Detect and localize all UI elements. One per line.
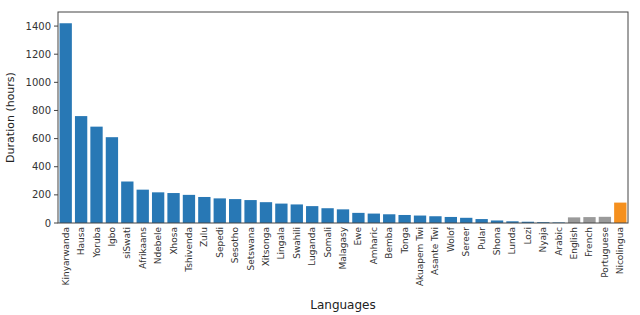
- x-tick-label: Somali: [323, 227, 333, 258]
- bars: [60, 23, 627, 223]
- x-tick-label: Amharic: [369, 227, 379, 264]
- x-tick-label: Swahili: [292, 227, 302, 259]
- y-tick-label: 200: [32, 189, 51, 200]
- x-tick-label: Xitsonga: [261, 227, 271, 266]
- bar: [152, 192, 164, 223]
- y-tick-label: 1400: [26, 21, 51, 32]
- y-tick-label: 400: [32, 161, 51, 172]
- bar: [368, 214, 380, 223]
- bar: [229, 199, 241, 223]
- y-tick-label: 600: [32, 133, 51, 144]
- x-tick-label: Afrikaans: [138, 227, 148, 269]
- x-tick-label: Yoruba: [92, 227, 102, 258]
- x-tick-label: Lunda: [507, 227, 517, 255]
- x-tick-label: Luganda: [307, 227, 317, 266]
- bar: [383, 214, 395, 223]
- y-axis-label: Duration (hours): [4, 72, 17, 163]
- x-tick-label: Pular: [477, 227, 487, 250]
- bar: [414, 216, 426, 223]
- bar: [167, 193, 179, 223]
- y-tick-label: 800: [32, 105, 51, 116]
- x-tick-label: Arabic: [554, 227, 564, 256]
- bar: [398, 215, 410, 223]
- bar: [198, 197, 210, 223]
- bar: [445, 217, 457, 223]
- bar: [568, 217, 580, 223]
- bar: [614, 203, 626, 223]
- y-tick: [54, 223, 58, 224]
- bar: [583, 217, 595, 223]
- x-tick-label: Ndebele: [153, 227, 163, 265]
- bar: [260, 202, 272, 223]
- bar: [106, 137, 118, 223]
- x-tick-label: Ewe: [353, 227, 363, 246]
- y-tick: [54, 110, 58, 111]
- bar: [352, 213, 364, 223]
- bar: [121, 182, 133, 223]
- x-tick-label: Shona: [492, 227, 502, 255]
- x-tick-label: Sepedi: [215, 227, 225, 258]
- x-tick-label: Nicolingua: [615, 227, 625, 274]
- x-tick-label: Sesotho: [230, 227, 240, 264]
- y-tick: [54, 194, 58, 195]
- x-tick-label: Nyaja: [538, 227, 548, 253]
- y-tick: [54, 54, 58, 55]
- y-tick: [54, 138, 58, 139]
- x-tick-label: Xhosa: [169, 227, 179, 255]
- x-tick-label: Wolof: [446, 226, 456, 252]
- y-tick: [54, 166, 58, 167]
- bar: [291, 204, 303, 223]
- x-tick-label: Malagasy: [338, 226, 348, 269]
- bar: [214, 198, 226, 223]
- x-tick-label: Asante Twi: [430, 227, 440, 275]
- x-tick-label: Akuapem Twi: [415, 227, 425, 286]
- x-tick-label: Kinyarwanda: [61, 227, 71, 285]
- bar: [244, 200, 256, 223]
- x-tick-label: Tonga: [400, 227, 410, 254]
- x-tick-label: Igbo: [107, 227, 117, 247]
- bar: [321, 208, 333, 223]
- y-tick-label: 1200: [26, 49, 51, 60]
- bar: [337, 209, 349, 223]
- bar: [429, 216, 441, 223]
- bar: [460, 218, 472, 223]
- x-tick-label: Setswana: [246, 227, 256, 271]
- x-tick-label: Lingala: [276, 227, 286, 259]
- y-tick-label: 1000: [26, 77, 51, 88]
- x-tick-label: French: [584, 227, 594, 257]
- chart-container: 0 200 400 600 800 1000 1200 1400 Kinyarwanda Haus…: [0, 0, 640, 315]
- bar: [75, 116, 87, 223]
- bar: [90, 127, 102, 223]
- bar: [60, 23, 72, 223]
- x-tick-label: Hausa: [76, 227, 86, 255]
- x-tick-label: Portuguese: [600, 227, 610, 278]
- y-tick: [54, 82, 58, 83]
- bar: [475, 219, 487, 223]
- bar: [183, 195, 195, 223]
- chart: 0 200 400 600 800 1000 1200 1400 Kinyarwanda Haus…: [0, 0, 640, 315]
- x-tick-label: Sereer: [461, 227, 471, 257]
- bar: [137, 190, 149, 223]
- x-tick-label: Lozi: [523, 227, 533, 245]
- x-tick-label: siSwati: [122, 227, 132, 259]
- y-tick: [54, 26, 58, 27]
- plot-frame: [58, 12, 628, 223]
- x-tick-label: English: [569, 227, 579, 260]
- y-tick-label: 0: [45, 218, 51, 229]
- x-tick-label: Zulu: [199, 227, 209, 247]
- x-axis-label: Languages: [310, 298, 375, 312]
- x-tick-label: Tshivenda: [184, 227, 194, 273]
- x-tick-label: Bemba: [384, 227, 394, 259]
- bar: [275, 204, 287, 223]
- bar: [599, 217, 611, 223]
- bar: [306, 206, 318, 223]
